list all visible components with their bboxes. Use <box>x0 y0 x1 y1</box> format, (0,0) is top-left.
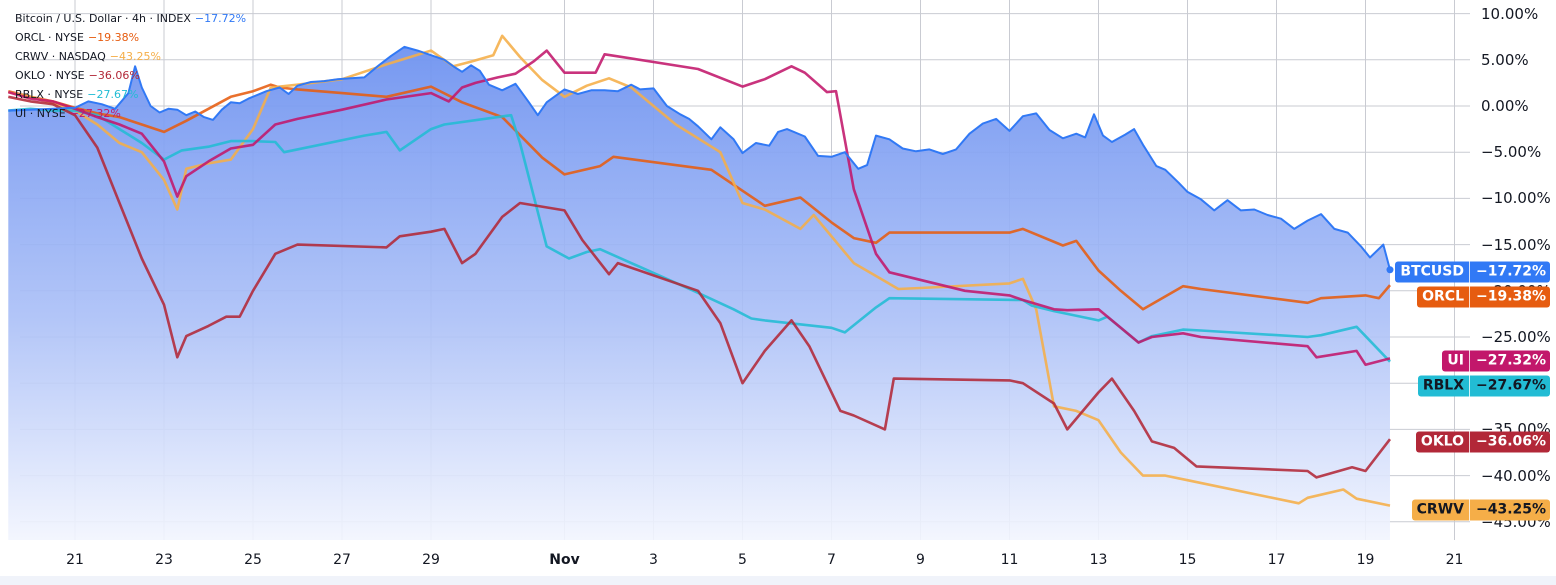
oklo-line[interactable] <box>8 95 1392 479</box>
badge-crwv: CRWV −43.25% <box>1411 499 1550 521</box>
x-tick-label: 17 <box>1267 552 1286 568</box>
legend-item-ui[interactable]: UI · NYSE −27.32% <box>15 104 246 123</box>
x-tick-label: 3 <box>649 552 658 568</box>
badge-oklo: OKLO −36.06% <box>1415 431 1550 453</box>
y-tick-label: 0.00% <box>1481 97 1529 115</box>
x-tick-label: 21 <box>1445 552 1464 568</box>
badge-symbol: UI <box>1442 350 1470 372</box>
bottom-border <box>0 576 1556 585</box>
badge-value: −36.06% <box>1476 433 1547 450</box>
btcusd-line[interactable] <box>8 45 1391 270</box>
legend-value: −36.06% <box>88 69 140 82</box>
x-tick-label: 25 <box>244 552 262 568</box>
legend-value: −43.25% <box>109 50 161 63</box>
legend-label: CRWV · NASDAQ <box>15 50 106 63</box>
ui-line[interactable] <box>7 49 1391 367</box>
badge-symbol: BTCUSD <box>1395 261 1470 283</box>
legend-label: Bitcoin / U.S. Dollar · 4h · INDEX <box>15 12 191 25</box>
badge-orcl: ORCL −19.38% <box>1417 286 1550 308</box>
y-tick-label: −5.00% <box>1481 143 1542 162</box>
badge-symbol: CRWV <box>1412 499 1470 521</box>
legend-item-rblx[interactable]: RBLX · NYSE −27.67% <box>15 85 246 104</box>
badge-value: −27.32% <box>1476 352 1547 369</box>
x-tick-label: 23 <box>155 552 173 568</box>
badge-symbol: ORCL <box>1417 286 1470 308</box>
x-tick-label: 29 <box>422 552 440 568</box>
legend-item-oklo[interactable]: OKLO · NYSE −36.06% <box>15 66 246 85</box>
x-tick-label: 9 <box>916 552 925 568</box>
chart-legend: Bitcoin / U.S. Dollar · 4h · INDEX −17.72… <box>15 9 246 123</box>
legend-label: ORCL · NYSE <box>15 31 84 44</box>
legend-item-btcusd[interactable]: Bitcoin / U.S. Dollar · 4h · INDEX −17.72… <box>15 9 246 28</box>
legend-item-orcl[interactable]: ORCL · NYSE −19.38% <box>15 28 246 47</box>
legend-value: −27.67% <box>87 88 139 101</box>
legend-value: −19.38% <box>87 31 140 44</box>
badge-symbol: RBLX <box>1418 375 1470 397</box>
y-tick-label: −40.00% <box>1481 466 1551 485</box>
btcusd-last-point <box>1386 266 1394 274</box>
x-tick-label: 21 <box>66 552 84 568</box>
badge-btcusd: BTCUSD −17.72% <box>1395 261 1550 283</box>
badge-ui: UI −27.32% <box>1442 350 1550 372</box>
badge-value: −43.25% <box>1476 501 1547 518</box>
legend-label: RBLX · NYSE <box>15 88 84 101</box>
y-tick-label: 10.00% <box>1481 4 1539 23</box>
badge-value: −27.67% <box>1476 377 1547 394</box>
x-tick-label: 27 <box>333 552 351 568</box>
x-tick-label: 5 <box>738 552 747 568</box>
x-tick-label: 19 <box>1356 552 1375 568</box>
legend-value: −27.32% <box>69 107 121 120</box>
legend-value: −17.72% <box>194 12 247 25</box>
orcl-line[interactable] <box>7 83 1391 311</box>
badge-rblx: RBLX −27.67% <box>1417 375 1550 397</box>
x-tick-label: 11 <box>1000 552 1019 568</box>
legend-label: OKLO · NYSE <box>15 69 85 82</box>
legend-item-crwv[interactable]: CRWV · NASDAQ −43.25% <box>15 47 246 66</box>
y-tick-label: 5.00% <box>1481 50 1529 69</box>
y-tick-label: −25.00% <box>1481 328 1551 346</box>
y-tick-label: −10.00% <box>1481 189 1551 208</box>
x-tick-label: Nov <box>549 552 580 568</box>
legend-label: UI · NYSE <box>15 107 66 120</box>
badge-symbol: OKLO <box>1416 431 1470 453</box>
badge-value: −19.38% <box>1476 288 1547 305</box>
badge-value: −17.72% <box>1476 263 1547 280</box>
x-tick-label: 15 <box>1178 552 1197 568</box>
x-tick-label: 13 <box>1089 552 1108 568</box>
x-tick-label: 7 <box>827 552 836 568</box>
y-tick-label: −15.00% <box>1481 235 1551 254</box>
